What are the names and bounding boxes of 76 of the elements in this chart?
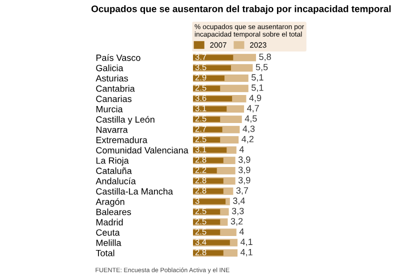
bar	[192, 65, 231, 71]
y-tick-label: La Rioja	[96, 157, 129, 166]
data-label: 4,3	[242, 126, 255, 134]
y-tick-label: Extremadura	[96, 136, 148, 144]
y-tick-label: Cantabria	[96, 85, 135, 92]
bar	[192, 147, 227, 153]
data-label: 5,1	[252, 74, 264, 82]
y-tick-label: Navarra	[96, 126, 128, 133]
bar	[192, 137, 220, 142]
data-label: 2.8	[195, 156, 206, 163]
data-label: 3.1	[195, 146, 206, 152]
data-label: 3.4	[195, 238, 206, 245]
data-label: 2.8	[195, 249, 206, 256]
data-label: 3,9	[238, 176, 250, 184]
data-label: 3,2	[230, 218, 243, 226]
data-label: 2.8	[195, 177, 206, 184]
data-label: 5,5	[256, 64, 268, 72]
data-label: 2.5	[195, 116, 206, 122]
bar	[192, 240, 230, 246]
bar	[192, 230, 220, 236]
data-label: 3,4	[233, 198, 245, 206]
data-label: 3,3	[232, 208, 244, 216]
data-label: 4,1	[240, 249, 252, 256]
data-label: 4,5	[244, 115, 257, 123]
data-label: 2.8	[195, 188, 206, 194]
data-label: 4	[239, 228, 244, 235]
bar	[192, 96, 232, 102]
bar	[192, 250, 224, 256]
bar	[192, 116, 220, 122]
bar	[192, 188, 224, 194]
y-tick-label: Melilla	[96, 239, 122, 246]
data-label: 2.2	[195, 167, 206, 173]
data-label: 2.9	[195, 74, 206, 80]
y-tick-label: Asturias	[96, 74, 128, 82]
data-label: 2.5	[195, 228, 206, 235]
data-label: 3.5	[195, 64, 206, 70]
y-tick-label: Cataluña	[96, 167, 132, 174]
data-label: 3,9	[238, 156, 250, 164]
bar	[192, 75, 224, 81]
data-label: 2.5	[195, 218, 206, 224]
y-tick-label: Canarias	[96, 95, 132, 102]
bar	[192, 158, 224, 164]
y-tick-label: Total	[96, 250, 114, 256]
data-label: 2.5	[195, 136, 206, 142]
y-tick-label: Comunidad Valenciana	[96, 146, 188, 154]
y-tick-label: Aragón	[96, 198, 124, 207]
y-tick-label: Baleares	[96, 208, 132, 216]
y-tick-label: Murcia	[96, 106, 123, 112]
data-label: 3.6	[195, 95, 206, 101]
data-label: 2.5	[195, 84, 206, 91]
y-tick-label: Castilla y León	[96, 116, 154, 124]
y-tick-label: Castilla-La Mancha	[96, 188, 173, 195]
data-label: 5,8	[259, 54, 271, 62]
data-label: 3	[195, 198, 200, 204]
data-label: 2.5	[195, 208, 206, 214]
bar	[192, 209, 220, 214]
data-label: 4	[239, 146, 244, 152]
chart-title: Ocupados que se ausentaron del trabajo por incapacidad temporal	[91, 5, 391, 14]
data-label: 4,9	[249, 94, 262, 102]
data-label: 4,1	[240, 238, 252, 246]
bar	[192, 54, 234, 60]
data-label: 2.7	[195, 126, 206, 132]
data-label: 4,7	[247, 105, 259, 112]
data-label: 3.1	[195, 105, 206, 112]
data-label: 3,9	[238, 166, 250, 174]
data-label: 5,1	[252, 84, 264, 92]
y-tick-label: País Vasco	[96, 54, 140, 61]
data-label: 4,2	[242, 136, 254, 144]
y-tick-label: Madrid	[96, 218, 123, 226]
bar	[192, 198, 226, 204]
bar	[192, 168, 217, 174]
data-label: 3.7	[195, 54, 206, 60]
y-tick-label: Andalucía	[96, 178, 136, 184]
y-tick-label: Ceuta	[96, 229, 120, 236]
data-label: 3,7	[236, 187, 248, 195]
y-tick-label: Galicia	[96, 64, 124, 72]
